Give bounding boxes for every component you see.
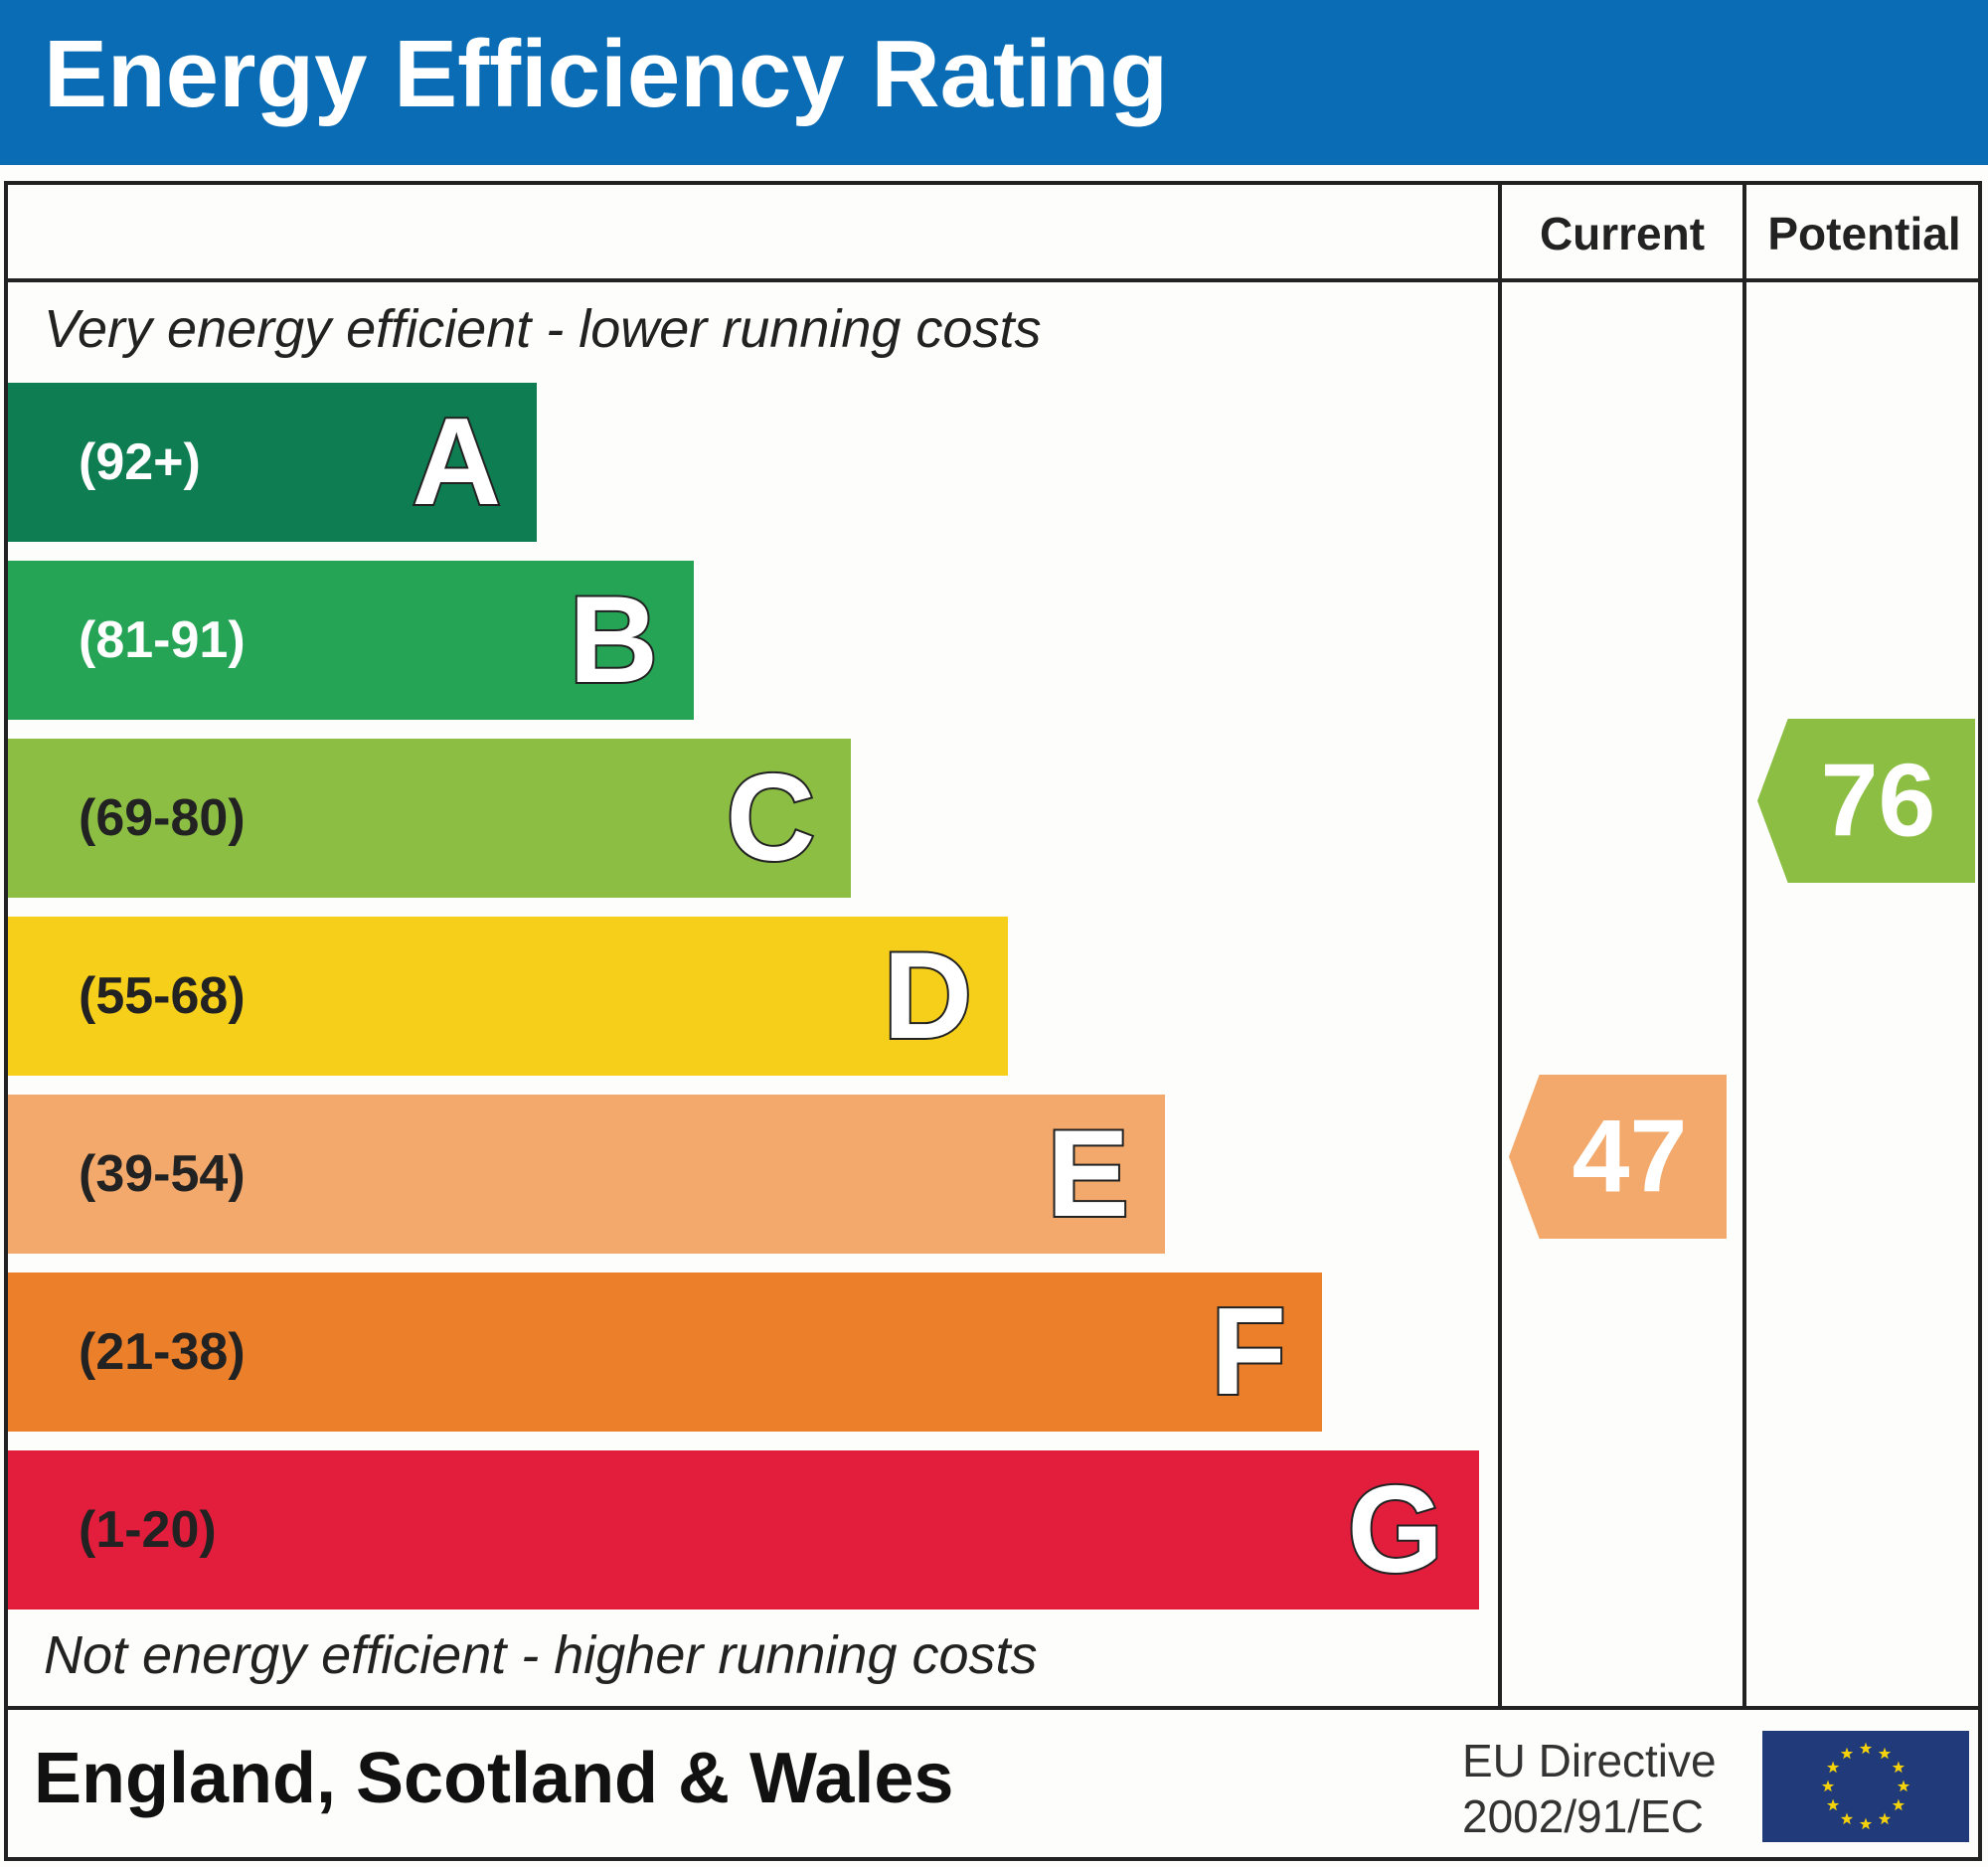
title-banner: Energy Efficiency Rating: [0, 0, 1988, 165]
band-letter: C: [724, 748, 817, 889]
star-icon: [1892, 1798, 1905, 1811]
current-rating-value: 47: [1572, 1099, 1688, 1214]
column-divider-potential: [1742, 181, 1746, 1708]
band-letter: E: [1045, 1103, 1131, 1245]
star-icon: [1826, 1761, 1840, 1774]
band-a: (92+) A: [8, 383, 537, 542]
star-icon: [1892, 1761, 1905, 1774]
band-g: (1-20) G: [8, 1450, 1479, 1610]
band-letter: F: [1209, 1281, 1288, 1423]
rating-table: [4, 181, 1982, 1861]
star-icon: [1859, 1817, 1873, 1830]
band-range-label: (92+): [79, 433, 201, 491]
footer-divider: [4, 1706, 1982, 1710]
column-divider-current: [1498, 181, 1502, 1708]
band-range-label: (81-91): [79, 611, 246, 669]
page-title: Energy Efficiency Rating: [44, 21, 1168, 127]
star-icon: [1826, 1798, 1840, 1811]
band-range-label: (69-80): [79, 789, 246, 847]
star-icon: [1840, 1812, 1854, 1825]
band-range-label: (1-20): [79, 1501, 217, 1559]
band-letter: A: [410, 392, 503, 533]
band-range-label: (21-38): [79, 1323, 246, 1381]
star-icon: [1878, 1812, 1892, 1825]
directive-line-1: EU Directive: [1462, 1735, 1717, 1786]
column-header-current: Current: [1539, 208, 1706, 259]
potential-rating: 76: [1757, 719, 1975, 883]
band-f: (21-38) F: [8, 1273, 1322, 1432]
bottom-note: Not energy efficient - higher running co…: [44, 1625, 1038, 1685]
band-b: (81-91) B: [8, 561, 694, 720]
band-c: (69-80) C: [8, 739, 851, 898]
column-header-potential: Potential: [1767, 208, 1961, 259]
band-range-label: (39-54): [79, 1145, 246, 1203]
region-label: England, Scotland & Wales: [34, 1739, 954, 1818]
star-icon: [1878, 1747, 1892, 1760]
potential-rating-value: 76: [1820, 743, 1936, 858]
star-icon: [1859, 1742, 1873, 1755]
star-icon: [1840, 1747, 1854, 1760]
band-letter: B: [567, 570, 660, 711]
top-note: Very energy efficient - lower running co…: [44, 299, 1042, 359]
band-e: (39-54) E: [8, 1095, 1165, 1254]
eu-flag-icon: [1762, 1731, 1969, 1842]
band-letter: D: [881, 926, 974, 1067]
star-icon: [1821, 1780, 1835, 1792]
directive-line-2: 2002/91/EC: [1462, 1790, 1704, 1842]
current-rating: 47: [1509, 1075, 1727, 1239]
band-letter: G: [1346, 1459, 1445, 1601]
header-divider: [4, 278, 1982, 282]
band-d: (55-68) D: [8, 917, 1008, 1076]
band-range-label: (55-68): [79, 967, 246, 1025]
star-icon: [1897, 1780, 1910, 1792]
